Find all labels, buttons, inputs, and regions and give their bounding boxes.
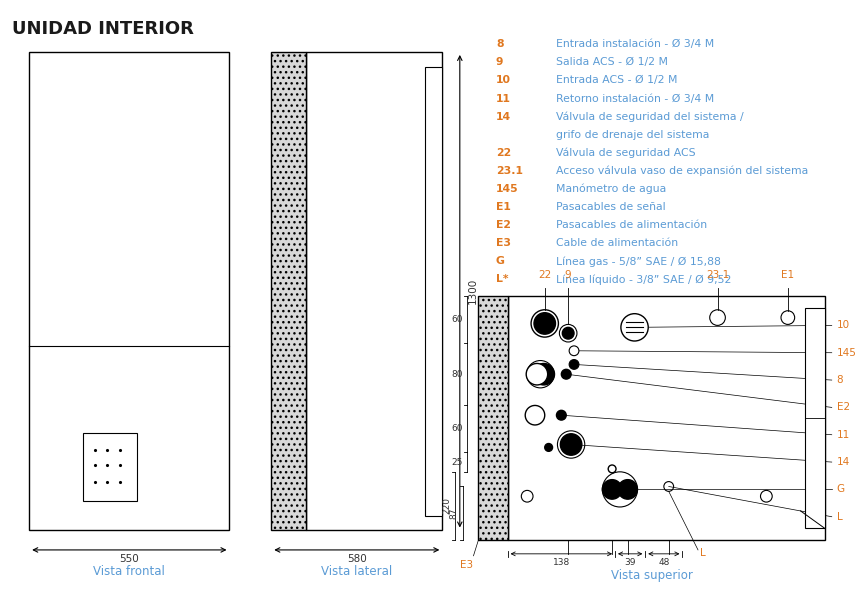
Text: G: G bbox=[496, 256, 505, 266]
Circle shape bbox=[602, 480, 621, 499]
Text: 1300: 1300 bbox=[468, 278, 477, 304]
Text: 145: 145 bbox=[496, 184, 518, 194]
Text: Válvula de seguridad ACS: Válvula de seguridad ACS bbox=[556, 148, 696, 158]
Text: G: G bbox=[837, 484, 845, 495]
Text: Manómetro de agua: Manómetro de agua bbox=[556, 184, 667, 194]
Text: 23.1: 23.1 bbox=[496, 166, 523, 175]
Text: UNIDAD INTERIOR: UNIDAD INTERIOR bbox=[11, 20, 194, 38]
Bar bbox=[424, 67, 442, 516]
Circle shape bbox=[556, 410, 566, 420]
Text: grifo de drenaje del sistema: grifo de drenaje del sistema bbox=[556, 130, 710, 139]
Text: Vista lateral: Vista lateral bbox=[321, 566, 392, 578]
Circle shape bbox=[562, 370, 571, 379]
Circle shape bbox=[569, 359, 579, 370]
Text: Cable de alimentación: Cable de alimentación bbox=[556, 238, 679, 248]
Text: 10: 10 bbox=[496, 76, 511, 85]
Text: E3: E3 bbox=[496, 238, 511, 248]
Text: Línea líquido - 3/8” SAE / Ø 9,52: Línea líquido - 3/8” SAE / Ø 9,52 bbox=[556, 274, 732, 285]
Text: 9: 9 bbox=[565, 270, 571, 281]
Text: Entrada ACS - Ø 1/2 M: Entrada ACS - Ø 1/2 M bbox=[556, 76, 678, 85]
Circle shape bbox=[533, 364, 555, 385]
Text: 23.1: 23.1 bbox=[706, 270, 729, 281]
Text: 145: 145 bbox=[837, 348, 857, 358]
Text: 8: 8 bbox=[496, 39, 503, 49]
Text: 8: 8 bbox=[837, 375, 844, 385]
Text: 580: 580 bbox=[347, 554, 366, 564]
Text: Acceso válvula vaso de expansión del sistema: Acceso válvula vaso de expansión del sis… bbox=[556, 166, 809, 176]
Text: 11: 11 bbox=[837, 430, 850, 440]
Text: 87: 87 bbox=[450, 508, 459, 519]
Text: 39: 39 bbox=[624, 558, 636, 567]
Text: 22: 22 bbox=[496, 148, 511, 157]
Circle shape bbox=[561, 434, 582, 455]
Text: 60: 60 bbox=[451, 424, 463, 433]
Bar bbox=[478, 296, 508, 540]
Text: E1: E1 bbox=[781, 270, 794, 281]
Text: Retorno instalación - Ø 3/4 M: Retorno instalación - Ø 3/4 M bbox=[556, 94, 714, 103]
Text: 11: 11 bbox=[496, 94, 511, 103]
Text: E2: E2 bbox=[837, 403, 850, 412]
Bar bbox=[306, 52, 442, 531]
Circle shape bbox=[562, 328, 574, 339]
Text: Pasacables de alimentación: Pasacables de alimentación bbox=[556, 220, 707, 230]
Circle shape bbox=[608, 465, 616, 473]
Bar bbox=[272, 52, 306, 531]
Text: L*: L* bbox=[496, 274, 509, 284]
Text: 220: 220 bbox=[442, 498, 451, 514]
Text: Salida ACS - Ø 1/2 M: Salida ACS - Ø 1/2 M bbox=[556, 58, 668, 67]
Text: 10: 10 bbox=[837, 320, 850, 331]
Text: 25: 25 bbox=[451, 457, 463, 466]
Text: 48: 48 bbox=[658, 558, 669, 567]
Circle shape bbox=[621, 314, 648, 341]
Text: Vista superior: Vista superior bbox=[611, 569, 693, 582]
Text: Vista frontal: Vista frontal bbox=[94, 566, 165, 578]
Text: L: L bbox=[837, 511, 842, 522]
Text: 9: 9 bbox=[496, 58, 503, 67]
Text: Válvula de seguridad del sistema /: Válvula de seguridad del sistema / bbox=[556, 112, 744, 122]
Text: 80: 80 bbox=[451, 370, 463, 379]
Bar bbox=[30, 52, 229, 531]
Circle shape bbox=[534, 313, 556, 334]
Text: 60: 60 bbox=[451, 315, 463, 324]
Text: 14: 14 bbox=[496, 112, 511, 121]
Circle shape bbox=[545, 444, 553, 451]
Text: E1: E1 bbox=[496, 202, 510, 212]
Bar bbox=[83, 433, 136, 501]
Circle shape bbox=[525, 406, 545, 425]
Bar bbox=[508, 296, 825, 540]
Text: L: L bbox=[700, 548, 706, 558]
Bar bbox=[806, 308, 825, 528]
Circle shape bbox=[618, 480, 637, 499]
Text: 14: 14 bbox=[837, 457, 850, 467]
Text: Línea gas - 5/8” SAE / Ø 15,88: Línea gas - 5/8” SAE / Ø 15,88 bbox=[556, 256, 721, 267]
Text: Entrada instalación - Ø 3/4 M: Entrada instalación - Ø 3/4 M bbox=[556, 39, 714, 49]
Circle shape bbox=[569, 346, 579, 356]
Text: 22: 22 bbox=[538, 270, 551, 281]
Text: 138: 138 bbox=[553, 558, 570, 567]
Text: E2: E2 bbox=[496, 220, 511, 230]
Circle shape bbox=[526, 364, 548, 385]
Text: 550: 550 bbox=[120, 554, 139, 564]
Text: E3: E3 bbox=[460, 560, 473, 570]
Text: Pasacables de señal: Pasacables de señal bbox=[556, 202, 666, 212]
